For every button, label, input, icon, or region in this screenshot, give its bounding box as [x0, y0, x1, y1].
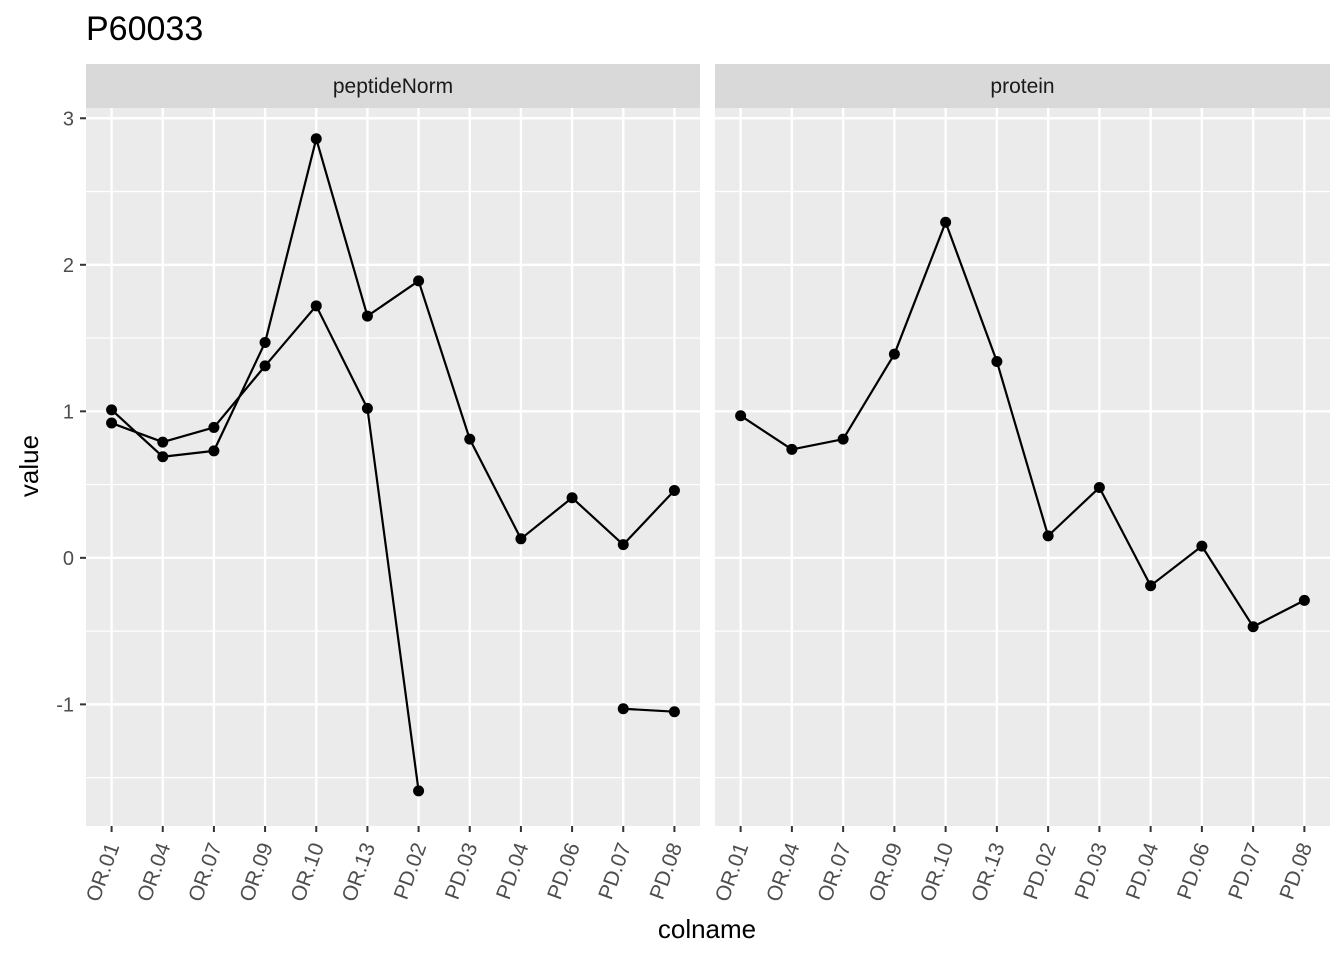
x-axis-title: colname — [658, 914, 756, 944]
y-tick-label: -1 — [56, 694, 74, 716]
data-point — [310, 133, 322, 145]
data-point — [106, 404, 118, 416]
data-point — [106, 417, 118, 429]
data-point — [515, 533, 527, 545]
y-axis-title: value — [14, 435, 44, 497]
x-tick-label: PD.02 — [1019, 840, 1061, 903]
data-point — [735, 410, 747, 422]
x-tick-label: OR.09 — [865, 840, 907, 905]
data-point — [617, 703, 629, 715]
data-point — [888, 348, 900, 360]
data-point — [259, 360, 271, 372]
x-tick-label: OR.10 — [916, 840, 958, 905]
data-point — [361, 310, 373, 322]
facet-strip — [715, 64, 1330, 108]
data-point — [1196, 540, 1208, 552]
x-tick-label: PD.08 — [1275, 840, 1317, 903]
data-point — [1247, 621, 1259, 633]
data-point — [566, 492, 578, 504]
data-point — [1093, 482, 1105, 494]
data-point — [208, 445, 220, 457]
y-tick-label: 0 — [63, 548, 74, 570]
y-tick-label: 2 — [63, 255, 74, 277]
series-1 — [735, 216, 1310, 633]
data-point — [1145, 580, 1157, 592]
x-tick-label: PD.04 — [492, 840, 534, 903]
x-tick-label: PD.07 — [1224, 840, 1266, 903]
data-point — [617, 539, 629, 551]
data-point — [310, 300, 322, 312]
data-point — [157, 451, 169, 463]
facet-strip — [86, 64, 700, 108]
data-point — [668, 484, 680, 496]
y-tick-label: 1 — [63, 401, 74, 423]
data-point — [361, 402, 373, 414]
x-tick-label: OR.04 — [762, 840, 804, 905]
x-tick-label: OR.07 — [813, 840, 855, 905]
x-tick-label: PD.02 — [390, 840, 432, 903]
x-tick-label: OR.07 — [184, 840, 226, 905]
data-point — [1298, 594, 1310, 606]
x-tick-label: OR.09 — [235, 840, 277, 905]
series-1 — [106, 133, 680, 551]
x-tick-label: PD.03 — [441, 840, 483, 903]
series-line — [623, 707, 675, 713]
y-tick-label: 3 — [63, 108, 74, 130]
data-point — [1042, 530, 1054, 542]
x-tick-label: PD.08 — [646, 840, 688, 903]
x-tick-label: PD.03 — [1070, 840, 1112, 903]
x-tick-label: PD.06 — [543, 840, 585, 903]
x-tick-label: OR.10 — [287, 840, 329, 905]
data-point — [413, 785, 425, 797]
panel-background — [715, 108, 1330, 826]
data-point — [413, 275, 425, 287]
data-point — [208, 421, 220, 433]
data-point — [991, 355, 1003, 367]
facet-strip-label: protein — [990, 75, 1054, 98]
x-tick-label: OR.13 — [338, 840, 380, 905]
data-point — [668, 706, 680, 718]
facet-strip-label: peptideNorm — [333, 75, 453, 98]
data-point — [940, 216, 952, 228]
x-tick-label: PD.07 — [594, 840, 636, 903]
series-line — [110, 137, 676, 546]
data-point — [464, 433, 476, 445]
x-tick-label: PD.04 — [1122, 840, 1164, 903]
data-point — [157, 436, 169, 448]
series-2 — [106, 300, 680, 797]
data-point — [837, 433, 849, 445]
panel-background — [86, 108, 700, 826]
x-tick-label: OR.13 — [967, 840, 1009, 905]
series-line — [740, 221, 1305, 628]
x-tick-label: OR.01 — [711, 840, 753, 905]
data-point — [786, 443, 798, 455]
facet-peptideNorm: peptideNorm OR.01 OR.04 OR.07 OR.09 OR.10 OR.1… — [82, 64, 700, 905]
x-tick-label: OR.04 — [133, 840, 175, 905]
data-point — [259, 336, 271, 348]
y-axis: -1 0 1 2 3 — [56, 108, 86, 716]
x-tick-label: PD.06 — [1173, 840, 1215, 903]
chart-title: P60033 — [86, 10, 203, 48]
x-tick-label: OR.01 — [82, 840, 124, 905]
